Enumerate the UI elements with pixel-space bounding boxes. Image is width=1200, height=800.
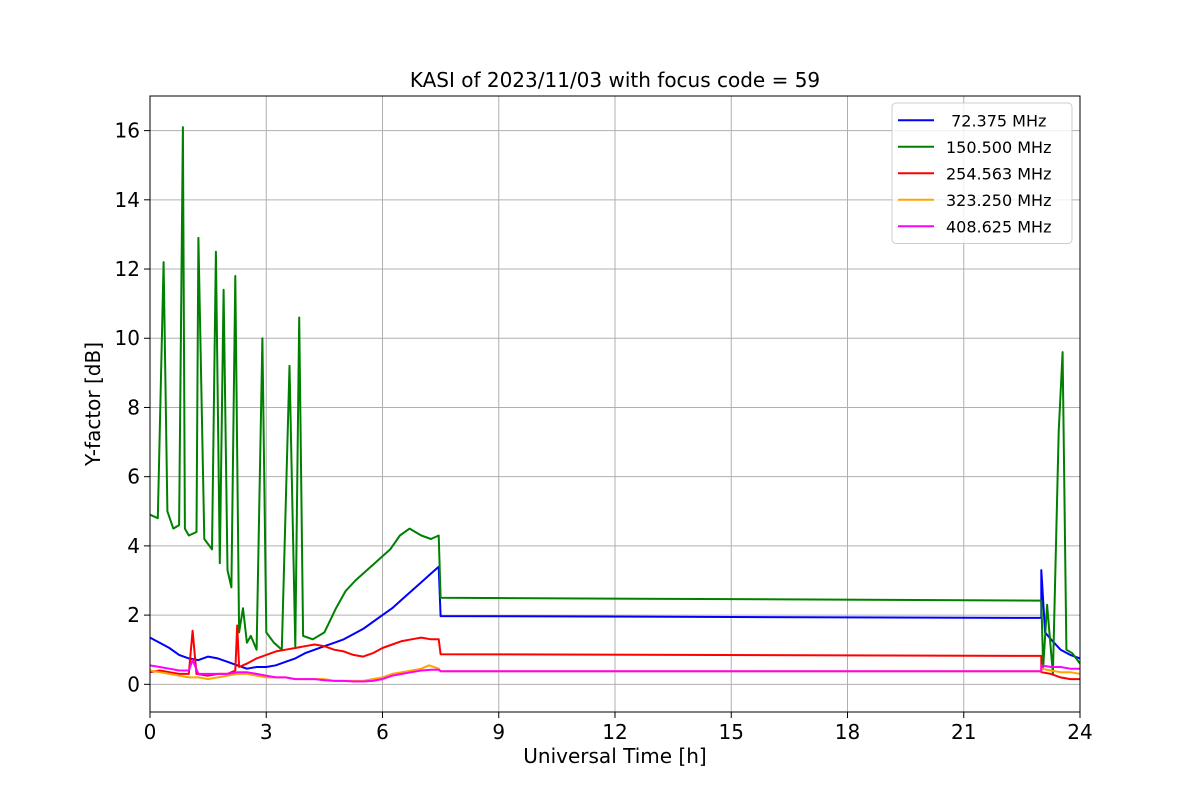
x-tick-label: 6 [376, 720, 389, 744]
legend: 72.375 MHz 150.500 MHz 254.563 MHz 323.250 … [891, 102, 1073, 244]
chart-title: KASI of 2023/11/03 with focus code = 59 [410, 68, 820, 92]
y-tick-label: 12 [115, 257, 140, 281]
y-tick-label: 14 [115, 188, 140, 212]
x-tick-label: 0 [144, 720, 157, 744]
legend-entry-label: 150.500 MHz [946, 138, 1051, 157]
x-axis-label: Universal Time [h] [523, 744, 706, 768]
y-tick-label: 8 [127, 395, 140, 419]
series-line-4 [150, 659, 1080, 683]
y-axis-label: Y-factor [dB] [81, 342, 105, 467]
series-line-2 [150, 624, 1080, 681]
legend-box [891, 102, 1073, 244]
series-line-0 [150, 565, 1080, 670]
series-group [150, 126, 1080, 683]
legend-entry-label: 408.625 MHz [946, 217, 1051, 236]
x-tick-label: 21 [951, 720, 976, 744]
legend-entry-label: 254.563 MHz [946, 164, 1051, 183]
y-tick-label: 2 [127, 603, 140, 627]
y-tick-label: 6 [127, 465, 140, 489]
x-tick-label: 24 [1067, 720, 1092, 744]
y-tick-label: 4 [127, 534, 140, 558]
x-tick-label: 18 [835, 720, 860, 744]
y-tick-label: 10 [115, 326, 140, 350]
legend-entry-label: 323.250 MHz [946, 191, 1051, 210]
y-tick-label: 16 [115, 119, 140, 143]
legend-entry-label: 72.375 MHz [946, 111, 1046, 130]
x-tick-label: 9 [492, 720, 505, 744]
y-tick-label: 0 [127, 672, 140, 696]
x-tick-label: 3 [260, 720, 273, 744]
x-tick-label: 12 [602, 720, 627, 744]
x-tick-label: 15 [719, 720, 744, 744]
